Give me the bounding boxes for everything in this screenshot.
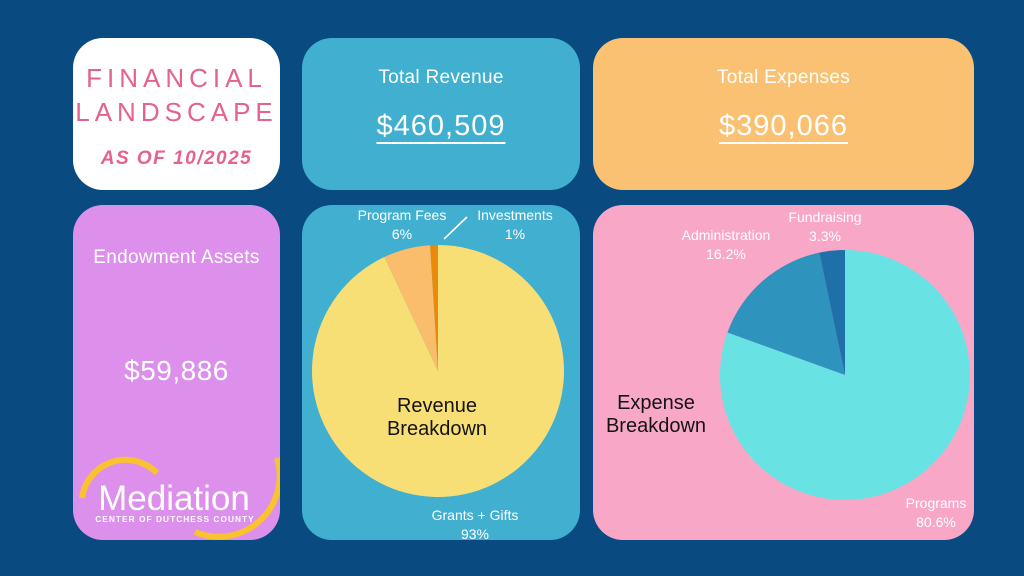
total-revenue-value: $460,509 [376,110,506,142]
investments-pct: 1% [504,226,526,242]
logo-swoosh-arc-top [79,456,160,499]
revenue-breakdown-pie-chart [311,245,564,497]
administration-name: Administration [681,227,771,243]
grants-gifts-label: Grants + Gifts 93% [407,506,543,544]
administration-label: Administration 16.2% [656,226,796,264]
programs-label: Programs 80.6% [866,494,1006,532]
pie-slice-grants-gifts [311,245,564,497]
pie-slice-fundraising [819,250,845,375]
pie-slice-administration [727,252,845,375]
mediation-center-logo: Mediation CENTER OF DUTCHESS COUNTY [79,456,280,540]
expense-breakdown-pie-chart [719,250,970,500]
expense-breakdown-card: Administration 16.2% Fundraising 3.3% Pr… [593,205,974,540]
title-subtitle: AS OF 10/2025 [100,148,253,169]
endowment-assets-value: $59,886 [124,355,229,386]
total-revenue-card: Total Revenue $460,509 [302,38,580,190]
title-card: FINANCIAL LANDSCAPE AS OF 10/2025 [73,38,280,190]
fundraising-pct: 3.3% [809,228,841,244]
revenue-breakdown-card: Program Fees 6% Investments 1% Grants + … [302,205,583,542]
title-line-2: LANDSCAPE [75,97,278,127]
fundraising-name: Fundraising [788,209,862,225]
pie-slice-programs [719,250,970,500]
endowment-assets-label: Endowment Assets [93,247,260,268]
programs-name: Programs [905,495,967,511]
endowment-assets-card: Endowment Assets $59,886 Mediation CENTE… [73,205,280,540]
program-fees-name: Program Fees [357,207,447,223]
total-expenses-value: $390,066 [719,110,848,142]
programs-pct: 80.6% [916,514,956,530]
revenue-breakdown-title: Revenue Breakdown [386,395,488,440]
expense-breakdown-title: Expense Breakdown [605,392,707,437]
pie-slice-investments [430,245,438,371]
logo-tagline: CENTER OF DUTCHESS COUNTY [95,514,254,524]
program-fees-label: Program Fees 6% [334,206,470,244]
investments-name: Investments [477,207,553,223]
fundraising-label: Fundraising 3.3% [755,208,895,246]
pie-slice-program-fees [384,245,438,371]
total-revenue-label: Total Revenue [378,67,504,88]
total-revenue-value-wrap: $460,509 [302,110,580,143]
administration-pct: 16.2% [706,246,746,262]
title-line-1: FINANCIAL [86,63,267,93]
program-fees-pct: 6% [391,226,413,242]
grants-gifts-name: Grants + Gifts [431,507,519,523]
total-expenses-value-wrap: $390,066 [593,110,974,143]
grants-gifts-pct: 93% [460,526,490,542]
total-expenses-label: Total Expenses [716,67,851,88]
total-expenses-card: Total Expenses $390,066 [593,38,974,190]
logo-wordmark: Mediation [98,479,250,518]
logo-swoosh-arc-bottom [193,457,280,540]
investments-label: Investments 1% [447,206,583,244]
